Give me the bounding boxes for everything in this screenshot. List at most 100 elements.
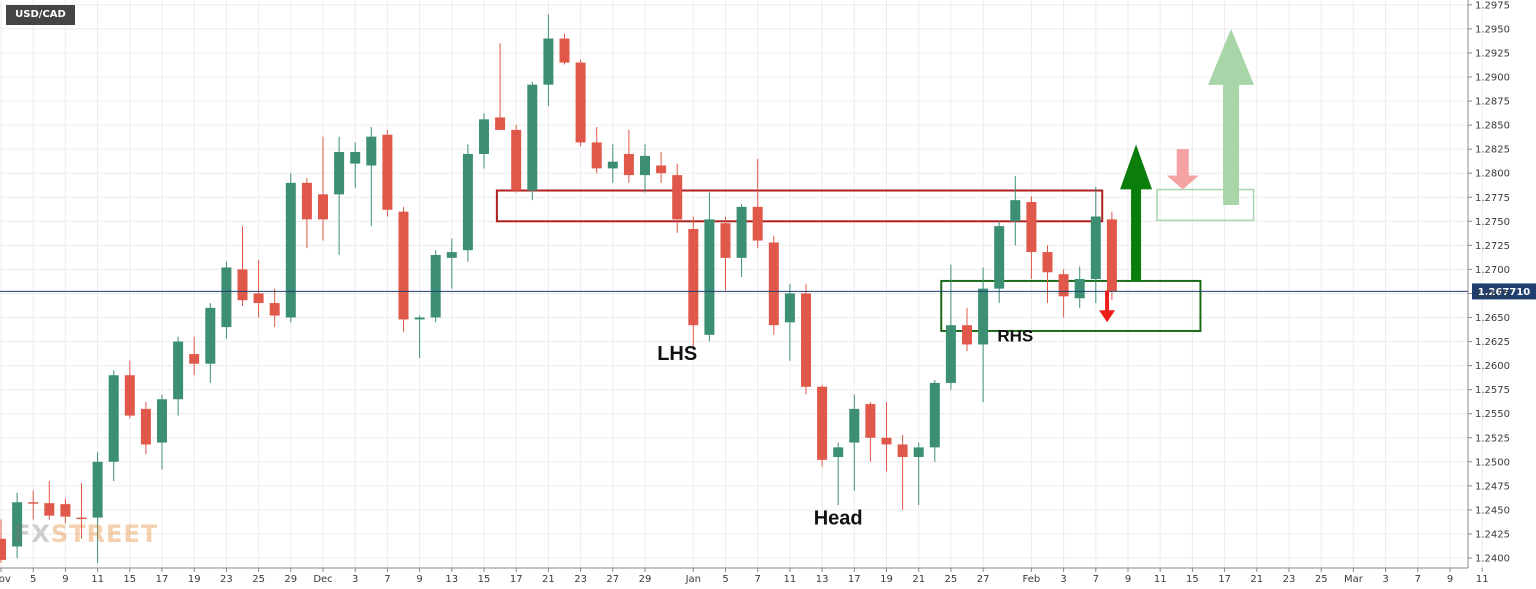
candle-body <box>382 134 393 210</box>
x-tick-label: 3 <box>1382 574 1388 585</box>
x-tick-label: 25 <box>1315 574 1328 585</box>
y-tick-label: 1.2725 <box>1475 241 1510 252</box>
x-tick-label: 7 <box>1415 574 1421 585</box>
x-tick-label: 27 <box>606 574 619 585</box>
candle <box>140 402 151 455</box>
candle <box>60 498 71 524</box>
resistance-zone <box>495 189 1104 223</box>
x-tick-label: 17 <box>510 574 523 585</box>
candle-body <box>108 375 119 462</box>
candle-body <box>221 267 232 328</box>
candle <box>1074 266 1085 308</box>
candle-body <box>124 375 135 416</box>
candle-body <box>849 408 860 443</box>
candle-body <box>575 62 586 143</box>
y-tick-label: 1.2800 <box>1475 169 1510 180</box>
candle <box>382 129 393 217</box>
projection-arrows <box>1099 28 1255 323</box>
candle-body <box>318 194 328 220</box>
candle <box>44 481 55 520</box>
candle-body <box>237 269 248 301</box>
candle-body <box>285 182 296 318</box>
x-tick-label: 11 <box>1154 574 1167 585</box>
pattern-label-lhs: LHS <box>657 343 697 365</box>
candle-body <box>334 152 345 195</box>
y-tick-label: 1.2500 <box>1475 457 1510 468</box>
candle <box>591 127 602 174</box>
candle <box>430 250 441 323</box>
candle <box>157 394 167 470</box>
y-tick-label: 1.2875 <box>1475 97 1510 108</box>
candle-body <box>672 175 683 220</box>
x-tick-label: 7 <box>1093 574 1099 585</box>
chart-axes: 1.2975 1.2950 1.2925 1.2900 1.2875 1.2850 1.28… <box>0 0 1510 585</box>
x-tick-label: 29 <box>284 574 297 585</box>
y-tick-label: 1.2925 <box>1475 48 1510 59</box>
y-tick-label: 1.2475 <box>1475 481 1510 492</box>
candle <box>92 452 103 563</box>
candle <box>205 303 216 383</box>
pattern-label-rhs: RHS <box>997 327 1033 346</box>
candle-body <box>205 307 216 364</box>
x-tick-label: 21 <box>1250 574 1263 585</box>
candle-body <box>543 38 554 85</box>
candle-body <box>350 152 361 164</box>
pattern-zones <box>495 188 1255 332</box>
candle-body <box>92 461 103 518</box>
x-tick-label: 11 <box>91 574 104 585</box>
candle <box>318 136 328 241</box>
candle-body <box>817 386 828 460</box>
y-tick-label: 1.2650 <box>1475 313 1510 324</box>
x-tick-label: 9 <box>1447 574 1453 585</box>
candle <box>640 144 650 193</box>
candle <box>543 14 554 106</box>
x-tick-label: 3 <box>1060 574 1066 585</box>
x-tick-label: Jan <box>685 574 701 585</box>
candle-body <box>784 293 795 323</box>
bullish-target-arrow <box>1120 144 1153 281</box>
bearish-arrow <box>1099 290 1116 323</box>
candle-body <box>76 517 87 520</box>
candle-body <box>945 325 956 383</box>
candle <box>929 380 940 462</box>
x-tick-label: 5 <box>30 574 36 585</box>
candle-body <box>962 325 972 345</box>
neckline-support-zone <box>940 279 1202 332</box>
candle-body <box>929 382 940 448</box>
candle-body <box>462 153 473 251</box>
candle-body <box>173 341 184 400</box>
candle-body <box>44 503 55 516</box>
candle <box>0 519 6 563</box>
x-tick-label: 15 <box>123 574 136 585</box>
candle-body <box>607 161 618 169</box>
fxstreet-logo: FXSTREET <box>14 520 159 548</box>
last-price-line: 1.267710 <box>0 283 1536 300</box>
candle <box>1106 211 1117 301</box>
y-tick-label: 1.2425 <box>1475 529 1510 540</box>
x-tick-label: Mar <box>1344 574 1364 585</box>
x-tick-label: 17 <box>1218 574 1231 585</box>
x-tick-label: 11 <box>784 574 797 585</box>
x-tick-label: 25 <box>252 574 265 585</box>
candle <box>28 490 39 520</box>
candle <box>1026 196 1037 280</box>
x-tick-label: 23 <box>574 574 587 585</box>
x-tick-label: 9 <box>62 574 68 585</box>
x-tick-label: 7 <box>384 574 390 585</box>
y-tick-label: 1.2850 <box>1475 121 1510 132</box>
faded-down-arrow <box>1166 149 1199 190</box>
candle-body <box>60 504 71 517</box>
candle-body <box>28 502 39 504</box>
y-tick-label: 1.2775 <box>1475 193 1510 204</box>
x-tick-label: 19 <box>880 574 893 585</box>
candle <box>398 206 409 332</box>
x-tick-label: 9 <box>1125 574 1131 585</box>
y-tick-label: 1.2625 <box>1475 337 1510 348</box>
candle <box>833 442 844 506</box>
candle-body <box>414 317 425 320</box>
candle <box>962 307 972 352</box>
candle-body <box>752 206 763 241</box>
candle <box>559 33 570 65</box>
x-tick-label: 9 <box>416 574 422 585</box>
